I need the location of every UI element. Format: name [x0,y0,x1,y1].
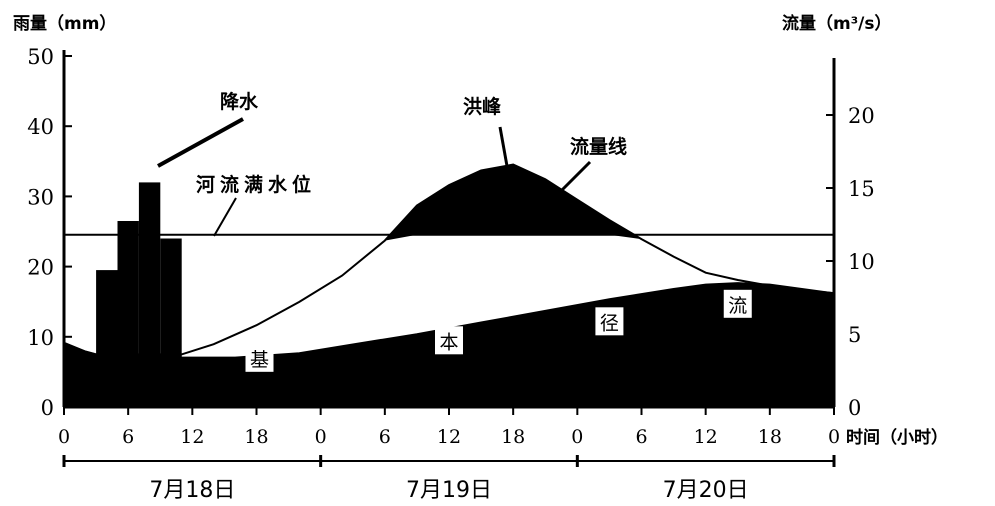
flowline-pointer-line [556,160,592,196]
rain-annotation: 降水 [220,90,259,113]
right-tick-label: 0 [848,396,861,420]
right-tick-label: 5 [848,323,861,347]
rainfall-bar [96,270,118,407]
rain-pointer-line [157,117,244,168]
axes-group [62,50,836,467]
x-tick-label: 6 [122,426,134,448]
day-label: 7月20日 [663,478,749,503]
left-tick-label: 40 [27,115,54,139]
bankfull-pointer-line [213,197,237,237]
lines-group [63,163,835,359]
x-tick-label: 12 [437,426,461,448]
x-tick-label: 18 [758,426,782,448]
day-label: 7月19日 [406,478,492,503]
x-tick-label: 12 [180,426,204,448]
baseflow-line [63,282,835,359]
right-tick-label: 20 [848,104,875,128]
left-tick-label: 10 [27,326,54,350]
day-label: 7月18日 [149,478,235,503]
peak-annotation: 洪峰 [463,95,502,118]
x-tick-label: 0 [315,426,327,448]
rainfall-bars-group [96,182,182,407]
left-tick-label: 0 [41,396,54,420]
peak-pointer-line [498,126,509,167]
bankfull-annotation: 河流满水位 [196,173,316,196]
rainfall-bar [160,238,182,407]
x-tick-label: 18 [244,426,268,448]
x-tick-label: 12 [694,426,718,448]
flowline-annotation: 流量线 [570,135,627,158]
streamflow-line [63,163,835,356]
tick-labels-group: 0 10 20 30 40 50 0 5 10 15 20 0 6 12 18 0 6 12 18 0 6 12 18 0 7月… [27,45,874,503]
baseflow-label: 径 [600,312,619,334]
baseflow-label: 基 [250,349,269,371]
left-tick-label: 20 [27,256,54,280]
left-tick-label: 30 [27,185,54,209]
right-axis-title: 流量（m³/s） [782,13,892,34]
baseflow-label-box [723,289,752,318]
x-tick-label: 6 [379,426,391,448]
x-axis-title: 时间（小时） [846,427,948,448]
left-tick-label: 50 [27,45,54,69]
baseflow-label: 本 [439,331,458,353]
quickflow-below-bankfull [181,234,835,358]
right-tick-label: 15 [848,177,875,201]
baseflow-label: 流 [728,295,747,317]
rainfall-bar [138,182,161,407]
baseflow-label-box [245,343,274,372]
right-tick-label: 10 [848,250,875,274]
x-tick-label: 18 [501,426,525,448]
rainfall-bar [117,221,139,407]
baseflow-label-box [435,326,463,355]
x-tick-label: 6 [635,426,647,448]
x-tick-label: 0 [571,426,583,448]
left-axis-title: 雨量（mm） [13,13,116,34]
baseflow-labels-group: 基 本 径 流 [245,289,752,372]
baseflow-label-box [595,307,624,336]
x-tick-label: 0 [58,426,70,448]
x-tick-label: 0 [828,426,840,448]
